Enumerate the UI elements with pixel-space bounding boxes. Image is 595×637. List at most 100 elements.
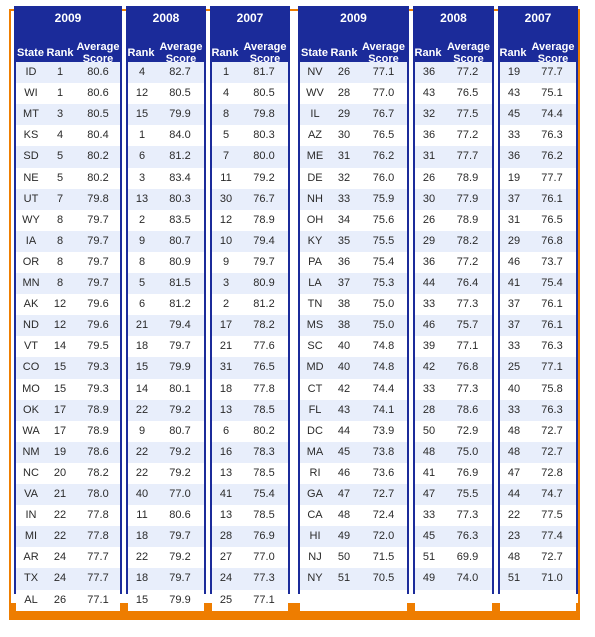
score-cell: 76.4 bbox=[456, 277, 479, 289]
score-cell bbox=[528, 590, 576, 611]
rank-cell: 30 bbox=[422, 192, 436, 205]
table-row: IN 22 77.8 bbox=[16, 505, 120, 527]
table-row: 26 78.9 bbox=[415, 167, 492, 190]
rank-cell: 18 bbox=[135, 572, 149, 585]
rank-cell: 45 bbox=[337, 445, 351, 458]
rank-cell: 41 bbox=[507, 277, 521, 289]
state-cell: AR bbox=[23, 551, 39, 564]
rank-cell: 36 bbox=[337, 255, 351, 268]
score-cell: 76.9 bbox=[253, 530, 275, 543]
table-row: 25 77.1 bbox=[212, 589, 288, 612]
state-cell: MA bbox=[306, 445, 324, 458]
score-cell: 79.9 bbox=[169, 108, 191, 121]
state-cell: CT bbox=[307, 382, 323, 395]
table-row: 26 78.9 bbox=[415, 209, 492, 232]
rank-cell: 18 bbox=[135, 530, 149, 543]
score-cell: 72.4 bbox=[372, 509, 395, 522]
rank-cell: 20 bbox=[53, 466, 67, 479]
score-cell: 74.8 bbox=[372, 361, 395, 374]
table-row: 27 77.0 bbox=[212, 547, 288, 569]
score-cell: 79.8 bbox=[253, 108, 275, 121]
rank-cell: 11 bbox=[136, 509, 148, 522]
state-cell: GA bbox=[307, 488, 323, 500]
rank-cell: 4 bbox=[138, 66, 146, 78]
score-cell: 72.7 bbox=[372, 488, 395, 500]
score-cell: 79.6 bbox=[87, 319, 109, 332]
table-row: 11 79.2 bbox=[212, 167, 288, 190]
table-row: WI 1 80.6 bbox=[16, 83, 120, 105]
score-cell: 76.7 bbox=[372, 108, 395, 121]
score-cell: 80.2 bbox=[87, 171, 109, 184]
rank-cell: 22 bbox=[507, 509, 521, 522]
rank-cell: 45 bbox=[507, 108, 521, 121]
rank-cell: 27 bbox=[219, 551, 233, 564]
table-row: HI 49 72.0 bbox=[300, 526, 407, 548]
table-row: 15 79.9 bbox=[128, 357, 204, 379]
rank-cell: 12 bbox=[53, 319, 67, 332]
score-cell: 81.2 bbox=[169, 150, 191, 163]
table-row: 31 76.5 bbox=[212, 357, 288, 379]
score-cell: 78.9 bbox=[253, 213, 275, 226]
rank-cell: 43 bbox=[422, 87, 436, 100]
table-row: NC 20 78.2 bbox=[16, 462, 120, 485]
table-row: 4 82.7 bbox=[128, 62, 204, 84]
state-cell: CA bbox=[307, 509, 323, 522]
score-cell: 77.5 bbox=[456, 108, 479, 121]
table-row: VT 14 79.5 bbox=[16, 336, 120, 358]
rank-cell: 50 bbox=[337, 551, 351, 564]
table-row: 40 75.8 bbox=[500, 378, 576, 401]
score-cell: 79.2 bbox=[169, 466, 191, 479]
table-row: DC 44 73.9 bbox=[300, 420, 407, 443]
score-cell: 80.2 bbox=[253, 424, 275, 437]
state-cell: WI bbox=[24, 87, 38, 100]
rank-cell: 15 bbox=[135, 361, 149, 374]
table-row: 21 79.4 bbox=[128, 315, 204, 337]
rank-cell: 6 bbox=[138, 298, 146, 311]
score-cell: 72.7 bbox=[541, 445, 563, 458]
year-heading: 2007 bbox=[236, 11, 264, 25]
rank-cell: 6 bbox=[138, 150, 146, 163]
score-cell: 73.6 bbox=[372, 466, 395, 479]
table-row: NH 33 75.9 bbox=[300, 188, 407, 211]
rank-cell: 33 bbox=[507, 129, 521, 142]
rank-cell: 48 bbox=[507, 551, 521, 564]
table-row: 46 73.7 bbox=[500, 251, 576, 274]
score-cell: 76.3 bbox=[541, 129, 563, 142]
score-cell: 78.0 bbox=[87, 488, 109, 500]
table-row: AK 12 79.6 bbox=[16, 294, 120, 316]
table-row: ME 31 76.2 bbox=[300, 146, 407, 168]
rank-cell: 8 bbox=[56, 277, 64, 289]
table-row: NM 19 78.6 bbox=[16, 441, 120, 464]
rank-cell bbox=[500, 590, 528, 611]
rank-cell: 32 bbox=[422, 108, 436, 121]
rank-cell: 13 bbox=[219, 466, 233, 479]
state-cell: SC bbox=[307, 340, 323, 353]
score-cell: 79.2 bbox=[169, 551, 191, 564]
score-cell: 80.5 bbox=[87, 108, 109, 121]
table-row: KS 4 80.4 bbox=[16, 125, 120, 147]
rank-cell: 40 bbox=[337, 361, 351, 374]
table-row: PA 36 75.4 bbox=[300, 251, 407, 274]
score-cell: 80.6 bbox=[169, 509, 191, 522]
score-cell: 75.9 bbox=[372, 192, 395, 205]
table-row: DE 32 76.0 bbox=[300, 167, 407, 190]
score-cell: 70.5 bbox=[372, 572, 395, 585]
rank-cell: 22 bbox=[135, 445, 149, 458]
rank-header: Rank bbox=[330, 47, 358, 59]
score-cell: 75.5 bbox=[372, 234, 395, 247]
score-cell: 74.4 bbox=[541, 108, 563, 121]
rank-cell: 5 bbox=[222, 129, 230, 142]
score-cell: 71.5 bbox=[372, 551, 395, 564]
rank-cell: 9 bbox=[138, 424, 146, 437]
table-row: 44 74.7 bbox=[500, 484, 576, 506]
state-cell: VT bbox=[23, 340, 39, 353]
score-cell: 75.0 bbox=[456, 445, 479, 458]
rank-cell: 1 bbox=[56, 66, 64, 78]
rank-cell: 21 bbox=[53, 488, 67, 500]
state-cell: OR bbox=[22, 255, 40, 268]
state-cell: IL bbox=[310, 108, 320, 121]
rank-cell: 4 bbox=[56, 129, 64, 142]
table-row: 24 77.3 bbox=[212, 568, 288, 590]
table-row: TX 24 77.7 bbox=[16, 568, 120, 590]
table-row: 19 77.7 bbox=[500, 62, 576, 84]
